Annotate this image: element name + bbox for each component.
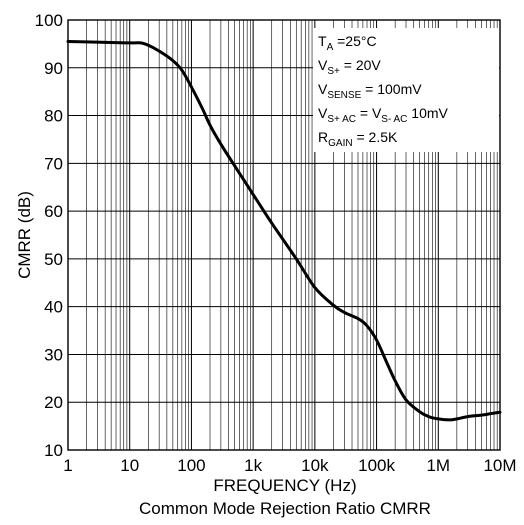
y-tick-label: 90 <box>44 59 63 78</box>
y-tick-label: 70 <box>44 154 63 173</box>
x-tick-label: 1M <box>426 456 450 475</box>
plot-frame <box>67 19 501 451</box>
conditions-box <box>313 28 499 152</box>
data-point <box>427 415 430 418</box>
condition-ta: TA =25°C <box>318 33 377 53</box>
data-point <box>437 417 440 420</box>
data-point <box>386 363 389 366</box>
x-tick-label: 100 <box>177 456 205 475</box>
data-point <box>343 311 346 314</box>
data-point <box>455 417 458 420</box>
condition-vsense: VSENSE = 100mV <box>318 81 422 101</box>
x-tick-label: 1 <box>63 456 72 475</box>
data-point <box>332 304 335 307</box>
data-point <box>128 41 131 44</box>
data-point <box>110 41 113 44</box>
data-point <box>209 124 212 127</box>
y-tick-labels: 10 20 30 40 50 60 70 80 90 100 <box>35 11 63 460</box>
y-axis-title: CMRR (dB) <box>15 191 34 279</box>
y-tick-label: 50 <box>44 250 63 269</box>
data-point <box>394 379 397 382</box>
condition-vsac: VS+ AC = VS- AC 10mV <box>318 105 449 125</box>
condition-rgain: RGAIN = 2.5K <box>318 129 398 149</box>
y-tick-label: 80 <box>44 107 63 126</box>
y-tick-label: 10 <box>44 441 63 460</box>
cmrr-curve <box>66 40 502 422</box>
data-point <box>356 317 359 320</box>
test-conditions: TA =25°C VS+ = 20V VSENSE = 100mV VS+ AC… <box>318 33 449 149</box>
data-point <box>171 59 174 62</box>
data-point <box>480 414 483 417</box>
data-point <box>418 410 421 413</box>
chart-caption: Common Mode Rejection Ratio CMRR <box>139 499 431 518</box>
data-point <box>313 286 316 289</box>
data-point <box>499 411 502 414</box>
data-point <box>366 324 369 327</box>
x-tick-label: 10 <box>120 456 139 475</box>
data-point <box>190 85 193 88</box>
data-point <box>158 50 161 53</box>
data-point <box>375 339 378 342</box>
data-point <box>201 107 204 110</box>
x-tick-label: 10M <box>483 456 516 475</box>
data-point <box>295 257 298 260</box>
data-point <box>67 40 70 43</box>
y-tick-label: 60 <box>44 202 63 221</box>
data-point <box>252 193 255 196</box>
data-point <box>466 415 469 418</box>
y-tick-label: 30 <box>44 345 63 364</box>
data-point <box>139 41 142 44</box>
x-tick-labels: 1 10 100 1k 10k 100k 1M 10M <box>63 456 516 475</box>
y-tick-label: 40 <box>44 298 63 317</box>
x-tick-label: 1k <box>244 456 262 475</box>
data-point <box>147 44 150 47</box>
data-point <box>233 164 236 167</box>
x-tick-label: 10k <box>301 456 329 475</box>
data-point <box>180 69 183 72</box>
data-point <box>489 412 492 415</box>
y-tick-label: 100 <box>35 11 63 30</box>
x-tick-label: 100k <box>358 456 395 475</box>
data-point <box>219 143 222 146</box>
data-point <box>448 418 451 421</box>
condition-vs: VS+ = 20V <box>318 57 381 77</box>
data-point <box>270 222 273 225</box>
x-axis-title: FREQUENCY (Hz) <box>213 476 356 495</box>
data-point <box>405 398 408 401</box>
y-tick-label: 20 <box>44 393 63 412</box>
